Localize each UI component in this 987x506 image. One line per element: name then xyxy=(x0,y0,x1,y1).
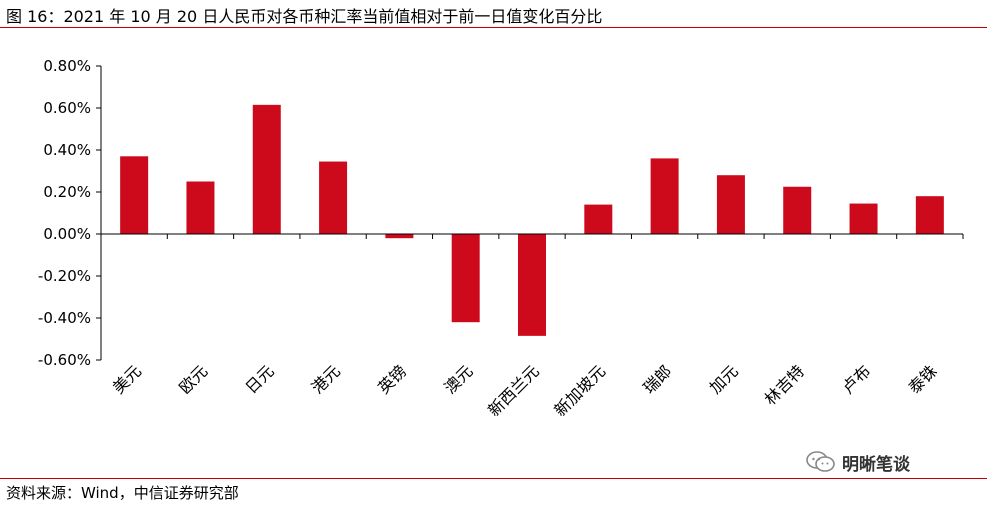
category-label: 林吉特 xyxy=(761,361,808,408)
category-label: 卢布 xyxy=(838,361,874,397)
category-label: 港元 xyxy=(308,361,344,397)
y-tick-label: 0.40% xyxy=(43,141,91,159)
y-axis: 0.80% 0.60% 0.40% 0.20% 0.00% -0.20% -0.40% -0.… xyxy=(38,57,102,369)
bar xyxy=(915,196,944,234)
category-label: 英镑 xyxy=(374,361,410,397)
category-label: 瑞郎 xyxy=(639,361,675,397)
bar xyxy=(451,234,480,323)
x-axis xyxy=(100,233,964,239)
y-tick-label: 0.20% xyxy=(43,183,91,201)
bar xyxy=(252,104,281,234)
category-label: 美元 xyxy=(109,361,145,397)
category-label: 澳元 xyxy=(440,361,476,397)
bar xyxy=(783,186,812,234)
bar xyxy=(186,181,215,234)
category-label: 日元 xyxy=(242,361,278,397)
y-tick-label: -0.20% xyxy=(38,267,91,285)
bar xyxy=(849,203,878,234)
bar xyxy=(584,204,613,234)
watermark-text: 明晰笔谈 xyxy=(842,454,910,475)
bar xyxy=(716,175,745,234)
y-tick-label: 0.80% xyxy=(43,57,91,75)
y-tick-label: -0.60% xyxy=(38,351,91,369)
category-label: 欧元 xyxy=(175,361,211,397)
category-label: 加元 xyxy=(706,361,742,397)
category-label: 泰铢 xyxy=(905,361,941,397)
y-tick-label: -0.40% xyxy=(38,309,91,327)
category-labels: 美元 欧元 日元 港元 英镑 澳元 新西兰元 新加坡元 瑞郎 加元 林吉特 卢布 泰铢 xyxy=(109,361,941,420)
top-rule xyxy=(0,27,987,28)
category-label: 新西兰元 xyxy=(484,361,543,420)
bar xyxy=(650,158,679,234)
bar xyxy=(319,161,348,234)
bottom-rule xyxy=(0,478,987,479)
watermark: 明晰笔谈 xyxy=(806,448,910,476)
bar xyxy=(120,156,149,234)
category-label: 新加坡元 xyxy=(550,361,609,420)
bar-chart: 0.80% 0.60% 0.40% 0.20% 0.00% -0.20% -0.40% -0.… xyxy=(38,57,964,420)
figure-title: 图 16：2021 年 10 月 20 日人民币对各币种汇率当前值相对于前一日值… xyxy=(6,7,603,26)
wechat-icon xyxy=(806,451,835,472)
source-note: 资料来源：Wind，中信证券研究部 xyxy=(6,484,239,502)
bar xyxy=(385,234,414,239)
bar xyxy=(518,234,546,336)
y-tick-label: 0.00% xyxy=(43,225,91,243)
y-tick-label: 0.60% xyxy=(43,99,91,117)
bars xyxy=(120,104,944,336)
